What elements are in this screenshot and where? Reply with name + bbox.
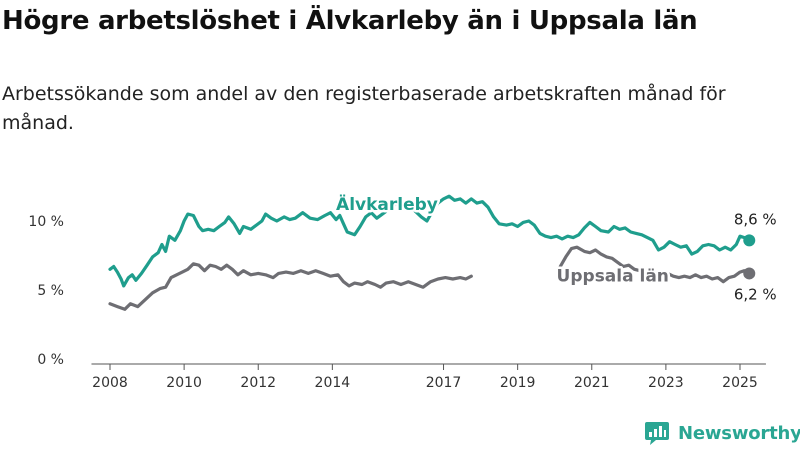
series-name-label: Uppsala län [557, 267, 669, 287]
x-tick-label: 2008 [92, 375, 128, 391]
chart-title: Högre arbetslöshet i Älvkarleby än i Upp… [2, 6, 698, 36]
series-end-point [743, 234, 756, 247]
x-axis: 2008 2010 2012 2014 2017 2019 2021 2023 2025 [91, 363, 766, 391]
x-tick-label: 2025 [722, 375, 758, 391]
series-end-point [743, 267, 756, 280]
x-tick-label: 2017 [426, 375, 462, 391]
x-tick-label: 2019 [500, 375, 536, 391]
series-labels: Älvkarleby Uppsala län [334, 190, 672, 289]
x-tick-label: 2021 [574, 375, 610, 391]
y-axis: 0 % 5 % 10 % [28, 214, 64, 368]
newsworthy-logo: Newsworthy [644, 420, 800, 446]
series-lines: 8,6 % 6,2 % [108, 194, 777, 311]
series-line-uppsala-lan [108, 245, 751, 311]
end-value-label: 8,6 % [734, 210, 777, 228]
y-tick-label: 0 % [37, 352, 64, 368]
end-value-label: 6,2 % [734, 285, 777, 303]
chart-subtitle: Arbetssökande som andel av den registerb… [2, 83, 726, 134]
series-name-label: Älvkarleby [336, 193, 438, 215]
x-tick-label: 2023 [648, 375, 684, 391]
x-tick-label: 2014 [315, 375, 351, 391]
bar-chart-logo-icon [645, 422, 669, 445]
series-line-alvkarleby [108, 194, 751, 288]
y-tick-label: 10 % [28, 214, 64, 230]
brand-name: Newsworthy [678, 422, 800, 444]
x-tick-label: 2010 [166, 375, 202, 391]
x-tick-label: 2012 [240, 375, 276, 391]
y-tick-label: 5 % [37, 283, 64, 299]
